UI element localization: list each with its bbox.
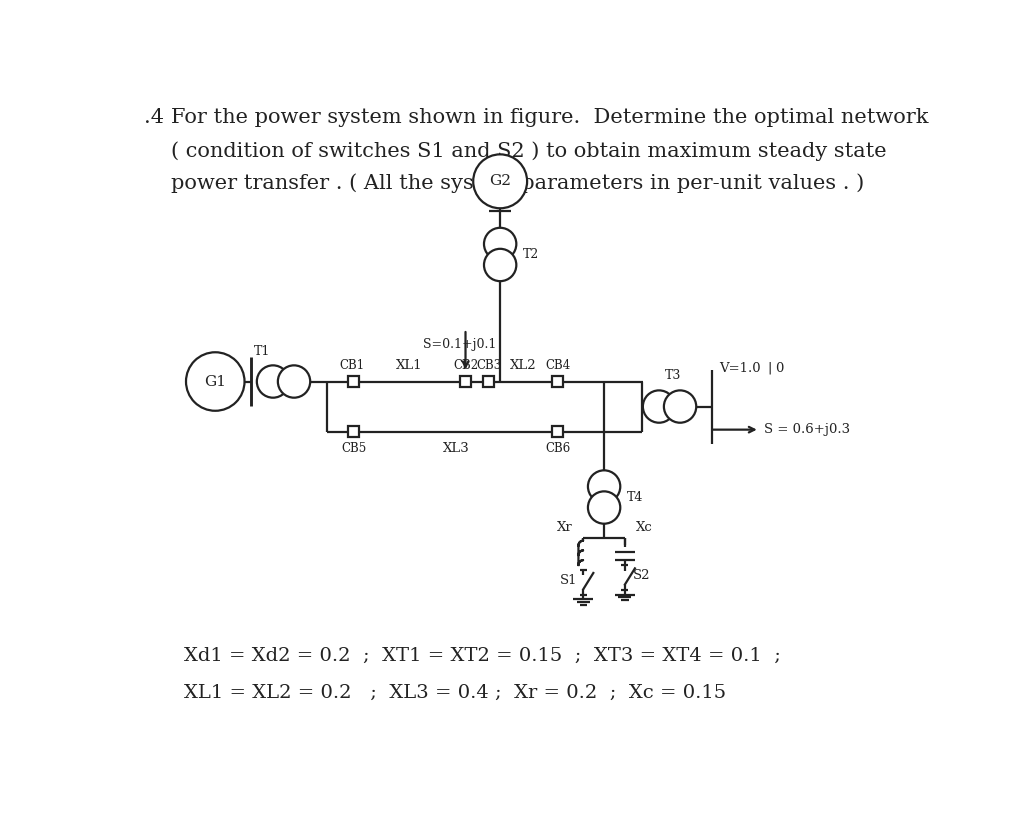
Text: G1: G1 — [204, 375, 226, 389]
Circle shape — [278, 366, 310, 398]
Text: XL1: XL1 — [396, 359, 423, 372]
Circle shape — [473, 155, 527, 209]
Text: V=1.0: V=1.0 — [720, 362, 761, 375]
Text: XL1 = XL2 = 0.2   ;  XL3 = 0.4 ;  Xr = 0.2  ;  Xc = 0.15: XL1 = XL2 = 0.2 ; XL3 = 0.4 ; Xr = 0.2 ;… — [184, 683, 727, 701]
Text: T3: T3 — [666, 369, 682, 382]
Bar — [552, 426, 563, 437]
Text: S1: S1 — [560, 573, 578, 587]
Text: S = 0.6+j0.3: S = 0.6+j0.3 — [764, 423, 850, 436]
Circle shape — [588, 470, 621, 503]
Text: Xc: Xc — [636, 522, 652, 534]
Text: CB6: CB6 — [546, 442, 570, 455]
Text: 0: 0 — [775, 362, 783, 375]
Text: CB2: CB2 — [453, 359, 478, 372]
Text: Xd1 = Xd2 = 0.2  ;  XT1 = XT2 = 0.15  ;  XT3 = XT4 = 0.1  ;: Xd1 = Xd2 = 0.2 ; XT1 = XT2 = 0.15 ; XT3… — [184, 647, 781, 665]
Circle shape — [484, 227, 516, 260]
Bar — [348, 376, 359, 387]
Text: G2: G2 — [489, 174, 511, 188]
Text: S2: S2 — [633, 569, 650, 582]
Text: T1: T1 — [254, 345, 270, 358]
Circle shape — [484, 249, 516, 281]
Text: For the power system shown in figure.  Determine the optimal network: For the power system shown in figure. De… — [171, 108, 928, 127]
Bar — [552, 376, 563, 387]
Text: XL2: XL2 — [510, 359, 537, 372]
Text: Xr: Xr — [557, 522, 572, 534]
Text: .4: .4 — [144, 108, 165, 127]
Bar — [348, 426, 359, 437]
Text: T4: T4 — [628, 491, 644, 504]
Circle shape — [643, 390, 675, 423]
Circle shape — [257, 366, 289, 398]
Circle shape — [664, 390, 696, 423]
Text: XL3: XL3 — [442, 442, 469, 455]
Bar — [483, 376, 495, 387]
Circle shape — [186, 353, 245, 411]
Text: T2: T2 — [523, 248, 540, 261]
Text: CB5: CB5 — [341, 442, 367, 455]
Text: ( condition of switches S1 and S2 ) to obtain maximum steady state: ( condition of switches S1 and S2 ) to o… — [171, 142, 886, 161]
Bar — [460, 376, 471, 387]
Text: CB3: CB3 — [476, 359, 501, 372]
Text: power transfer . ( All the system parameters in per-unit values . ): power transfer . ( All the system parame… — [171, 173, 864, 193]
Text: |: | — [767, 362, 772, 375]
Text: CB4: CB4 — [546, 359, 570, 372]
Text: S=0.1+j0.1: S=0.1+j0.1 — [423, 338, 497, 351]
Circle shape — [588, 492, 621, 524]
Text: CB1: CB1 — [340, 359, 365, 372]
